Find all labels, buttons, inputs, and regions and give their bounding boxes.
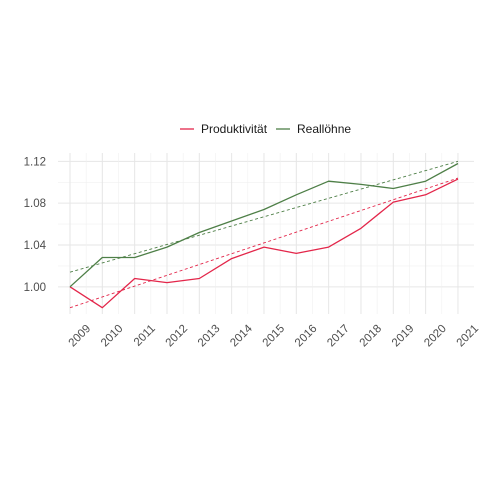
x-tick-label: 2019 bbox=[390, 323, 417, 350]
x-tick-label: 2021 bbox=[455, 323, 480, 350]
series-line-reallöhne bbox=[69, 162, 459, 288]
y-tick-label: 1.04 bbox=[24, 240, 47, 252]
y-tick-label: 1.12 bbox=[24, 156, 46, 168]
x-tick-label: 2016 bbox=[293, 323, 320, 350]
x-tick-label: 2017 bbox=[325, 323, 352, 350]
series-lines bbox=[69, 162, 459, 309]
grid bbox=[58, 153, 474, 314]
x-tick-label: 2010 bbox=[99, 323, 126, 350]
x-tick-label: 2012 bbox=[164, 323, 191, 350]
x-tick-label: 2014 bbox=[228, 322, 255, 349]
trend-lines bbox=[69, 160, 459, 309]
trend-line-reallöhne bbox=[69, 160, 459, 273]
y-tick-label: 1.00 bbox=[24, 282, 46, 294]
legend-label-reallöhne: Reallöhne bbox=[297, 122, 351, 136]
y-axis: 1.00 1.04 1.08 1.12 bbox=[24, 156, 47, 293]
x-tick-label: 2015 bbox=[261, 323, 288, 350]
x-tick-label: 2013 bbox=[196, 323, 223, 350]
series-line-produktivität bbox=[69, 178, 459, 309]
legend: Produktivität Reallöhne bbox=[180, 122, 351, 136]
legend-label-produktivität: Produktivität bbox=[201, 122, 268, 136]
x-tick-label: 2018 bbox=[358, 323, 385, 350]
trend-line-produktivität bbox=[69, 177, 459, 309]
x-tick-label: 2020 bbox=[422, 323, 449, 350]
x-tick-label: 2011 bbox=[132, 323, 158, 349]
y-tick-label: 1.08 bbox=[24, 198, 46, 210]
x-tick-label: 2009 bbox=[67, 323, 94, 350]
x-axis: 2009 2010 2011 2012 2013 2014 2015 2016 2017 2018… bbox=[67, 322, 480, 349]
